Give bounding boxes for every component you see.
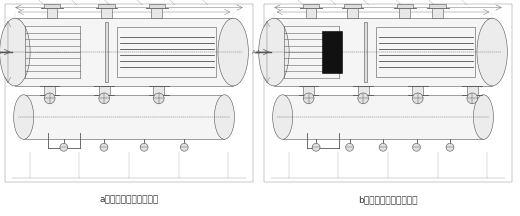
Circle shape (412, 93, 423, 104)
Circle shape (379, 143, 387, 151)
Bar (44, 86, 55, 95)
Bar (412, 86, 423, 95)
Bar (274, 18, 492, 86)
Bar (397, 4, 413, 8)
Circle shape (44, 93, 55, 104)
Bar (264, 4, 512, 182)
Bar (467, 86, 478, 95)
Bar (151, 8, 162, 18)
Ellipse shape (473, 95, 493, 139)
Bar (344, 4, 361, 8)
Bar (303, 4, 319, 8)
Text: A-A: A-A (252, 49, 262, 55)
Circle shape (140, 143, 148, 151)
Ellipse shape (477, 18, 508, 86)
Bar (347, 8, 358, 18)
Bar (47, 8, 58, 18)
Bar (364, 22, 367, 83)
Bar (153, 86, 164, 95)
Ellipse shape (272, 95, 293, 139)
Circle shape (60, 143, 68, 151)
Bar (358, 86, 369, 95)
Bar (322, 31, 342, 73)
Text: b）优化升级后三腹排液: b）优化升级后三腹排液 (358, 195, 418, 205)
Bar (283, 95, 484, 139)
Bar (44, 4, 60, 8)
Ellipse shape (218, 18, 249, 86)
Ellipse shape (259, 18, 289, 86)
Circle shape (358, 93, 369, 104)
Bar (118, 27, 216, 77)
Ellipse shape (214, 95, 235, 139)
Text: A-A: A-A (0, 49, 3, 55)
Bar (149, 4, 165, 8)
Bar (15, 18, 233, 86)
Bar (105, 22, 108, 83)
Bar (23, 95, 225, 139)
Circle shape (412, 143, 420, 151)
Bar (99, 86, 110, 95)
Bar (98, 4, 115, 8)
Bar (5, 4, 253, 182)
Circle shape (153, 93, 164, 104)
Circle shape (346, 143, 354, 151)
Text: a）优化升级前两腹排液: a）优化升级前两腹排液 (99, 195, 159, 205)
Bar (432, 8, 443, 18)
Circle shape (99, 93, 110, 104)
Circle shape (312, 143, 320, 151)
Ellipse shape (14, 95, 34, 139)
Circle shape (446, 143, 454, 151)
Ellipse shape (0, 18, 30, 86)
Bar (303, 86, 314, 95)
Bar (306, 8, 317, 18)
Bar (376, 27, 475, 77)
Bar (101, 8, 112, 18)
Bar (399, 8, 410, 18)
Bar (430, 4, 446, 8)
Circle shape (180, 143, 188, 151)
Circle shape (100, 143, 108, 151)
Circle shape (467, 93, 478, 104)
Circle shape (303, 93, 314, 104)
